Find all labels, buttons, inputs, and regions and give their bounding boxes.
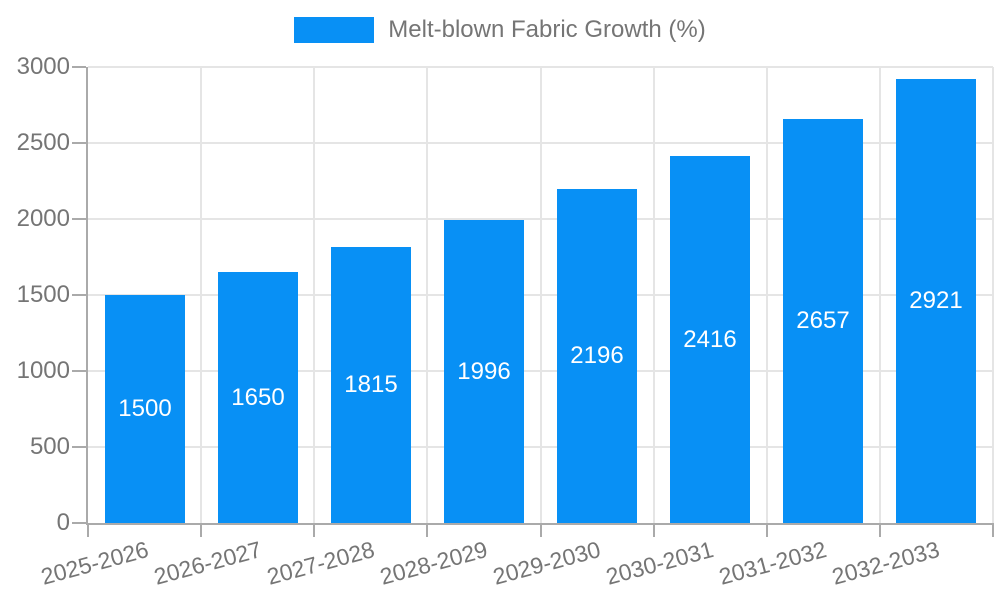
bar[interactable]: 1500	[105, 295, 185, 523]
x-axis-tick	[766, 523, 768, 537]
bar[interactable]: 1650	[218, 272, 298, 523]
y-axis-label: 1000	[16, 357, 70, 384]
x-axis-label: 2029-2030	[490, 536, 604, 590]
x-axis-tick	[200, 523, 202, 537]
bar[interactable]: 2921	[896, 79, 976, 523]
x-axis-tick	[653, 523, 655, 537]
x-axis-label: 2026-2027	[151, 536, 265, 590]
x-axis-tick	[313, 523, 315, 537]
x-gridline	[426, 67, 428, 523]
y-axis-label: 500	[29, 433, 70, 460]
x-axis-label: 2027-2028	[264, 536, 378, 590]
y-axis-line	[86, 67, 88, 525]
y-axis-tick	[72, 522, 86, 524]
x-gridline	[540, 67, 542, 523]
x-axis-line	[86, 523, 993, 525]
bar-value-label: 1500	[118, 395, 172, 422]
x-axis-tick	[992, 523, 994, 537]
x-axis-label: 2031-2032	[716, 536, 830, 590]
bar-value-label: 2657	[796, 307, 850, 334]
x-gridline	[879, 67, 881, 523]
legend[interactable]: Melt-blown Fabric Growth (%)	[0, 17, 1000, 43]
y-axis-tick	[72, 446, 86, 448]
x-axis-label: 2032-2033	[829, 536, 943, 590]
x-gridline	[313, 67, 315, 523]
x-axis-label: 2030-2031	[603, 536, 717, 590]
legend-swatch-icon	[294, 17, 375, 43]
y-axis-tick	[72, 142, 86, 144]
y-axis-tick	[72, 294, 86, 296]
bar-value-label: 1996	[457, 357, 511, 385]
bar-value-label: 1815	[344, 371, 398, 398]
y-axis-label: 1500	[16, 281, 70, 308]
x-axis-label: 2028-2029	[377, 536, 491, 590]
x-gridline	[653, 67, 655, 523]
bar-value-label: 1650	[231, 383, 285, 411]
x-gridline	[766, 67, 768, 523]
x-axis-tick	[540, 523, 542, 537]
bar[interactable]: 2196	[557, 189, 637, 523]
legend-label: Melt-blown Fabric Growth (%)	[388, 16, 706, 43]
x-gridline	[200, 67, 202, 523]
bar[interactable]: 1996	[444, 220, 524, 523]
y-axis-tick	[72, 66, 86, 68]
y-axis-tick	[72, 218, 86, 220]
x-axis-tick	[426, 523, 428, 537]
bar[interactable]: 2657	[783, 119, 863, 523]
y-axis-label: 2000	[16, 205, 70, 232]
bar[interactable]: 2416	[670, 156, 750, 523]
x-axis-label: 2025-2026	[38, 536, 152, 590]
y-axis-label: 0	[56, 509, 70, 536]
bar-value-label: 2416	[683, 325, 737, 353]
x-gridline	[992, 67, 994, 523]
y-axis-tick	[72, 370, 86, 372]
y-axis-label: 3000	[16, 53, 70, 80]
y-axis-label: 2500	[16, 129, 70, 156]
bar-value-label: 2196	[570, 342, 624, 369]
x-axis-tick	[87, 523, 89, 537]
bar[interactable]: 1815	[331, 247, 411, 523]
x-axis-tick	[879, 523, 881, 537]
bar-value-label: 2921	[909, 287, 963, 314]
